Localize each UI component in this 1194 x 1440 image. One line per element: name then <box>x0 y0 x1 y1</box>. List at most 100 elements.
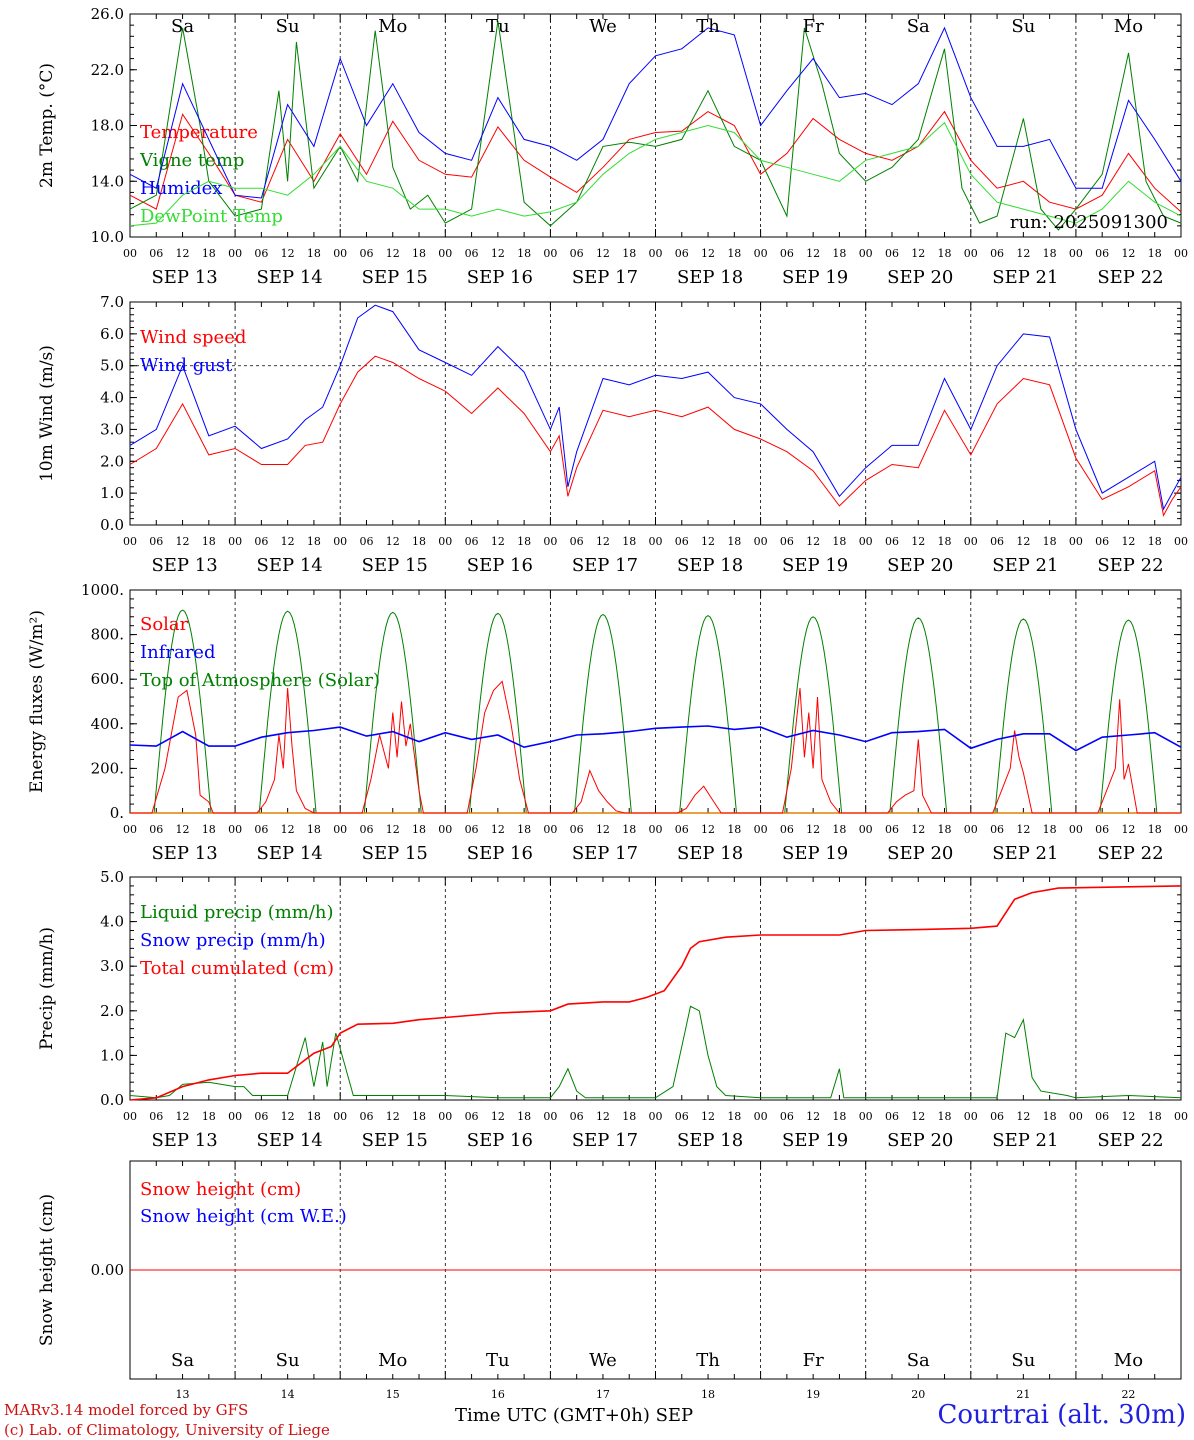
date-label: SEP 17 <box>572 267 638 288</box>
y-tick-label: 4.0 <box>100 913 124 931</box>
hour-tick-label: 00 <box>543 535 557 548</box>
hour-tick-label: 12 <box>176 247 190 260</box>
hour-tick-label: 06 <box>465 247 479 260</box>
hour-tick-label: 06 <box>359 1110 373 1123</box>
hour-tick-label: 00 <box>228 535 242 548</box>
date-label: SEP 20 <box>887 267 953 288</box>
hour-tick-label: 06 <box>149 247 163 260</box>
legend-entry: Vigne temp <box>139 150 244 171</box>
weekday-label: Th <box>696 16 720 37</box>
legend-entry: Infrared <box>140 642 215 663</box>
y-tick-label: 22.0 <box>91 61 124 79</box>
y-tick-label: 0.0 <box>100 516 124 534</box>
y-tick-label: 6.0 <box>100 325 124 343</box>
hour-tick-label: 06 <box>254 247 268 260</box>
hour-tick-label: 00 <box>438 1110 452 1123</box>
hour-tick-label: 12 <box>806 247 820 260</box>
date-label: SEP 22 <box>1097 555 1163 576</box>
y-tick-label: 800. <box>91 626 124 644</box>
hour-tick-label: 00 <box>438 823 452 836</box>
y-tick-label: 10.0 <box>91 228 124 246</box>
hour-tick-label: 18 <box>938 535 952 548</box>
hour-tick-label: 18 <box>202 535 216 548</box>
weekday-label: Th <box>696 1350 720 1371</box>
date-label: SEP 16 <box>467 1130 533 1151</box>
date-label: SEP 15 <box>362 843 428 864</box>
hour-tick-label: 12 <box>281 247 295 260</box>
hour-tick-label: 00 <box>228 823 242 836</box>
hour-tick-label: 00 <box>1069 535 1083 548</box>
hour-tick-label: 06 <box>149 535 163 548</box>
hour-tick-label: 12 <box>806 1110 820 1123</box>
weekday-label: Mo <box>1114 1350 1143 1371</box>
hour-tick-label: 06 <box>254 1110 268 1123</box>
hour-tick-label: 06 <box>465 823 479 836</box>
hour-tick-label: 00 <box>1174 823 1188 836</box>
hour-tick-label: 12 <box>911 1110 925 1123</box>
hour-tick-label: 18 <box>727 247 741 260</box>
hour-tick-label: 18 <box>412 823 426 836</box>
panel-4: 0.0 1.0 2.0 3.0 4.0 5.0 Precip (mm/h) Liquid pr… <box>37 868 1188 1151</box>
series-line-toa-day-7 <box>784 616 843 814</box>
hour-tick-label: 00 <box>333 1110 347 1123</box>
hour-tick-label: 00 <box>964 247 978 260</box>
hour-tick-label: 18 <box>622 1110 636 1123</box>
day-number-label: 16 <box>491 1388 505 1401</box>
hour-tick-label: 12 <box>1121 823 1135 836</box>
date-label: SEP 22 <box>1097 843 1163 864</box>
date-label: SEP 21 <box>992 843 1058 864</box>
date-label: SEP 17 <box>572 555 638 576</box>
series-line-blue <box>129 304 1182 511</box>
hour-tick-label: 00 <box>859 823 873 836</box>
hour-tick-label: 00 <box>333 535 347 548</box>
y-tick-label: 0. <box>110 804 124 822</box>
hour-tick-label: 06 <box>780 247 794 260</box>
date-label: SEP 21 <box>992 1130 1058 1151</box>
legend-entry: Top of Atmosphere (Solar) <box>140 670 380 691</box>
hour-tick-label: 18 <box>832 1110 846 1123</box>
y-tick-label: 400. <box>91 715 124 733</box>
y-axis-label: Precip (mm/h) <box>37 927 57 1050</box>
hour-tick-label: 00 <box>438 535 452 548</box>
legend-entry: Wind speed <box>140 327 246 348</box>
y-tick-label: 18.0 <box>91 117 124 135</box>
y-tick-label: 0.0 <box>100 1091 124 1109</box>
date-label: SEP 16 <box>467 843 533 864</box>
hour-tick-label: 00 <box>964 1110 978 1123</box>
y-axis-label: 2m Temp. (°C) <box>37 63 57 188</box>
hour-tick-label: 00 <box>543 247 557 260</box>
y-axis-label: Snow height (cm) <box>37 1194 57 1346</box>
hour-tick-label: 18 <box>832 247 846 260</box>
hour-tick-label: 18 <box>517 535 531 548</box>
hour-tick-label: 06 <box>149 1110 163 1123</box>
y-tick-label: 600. <box>91 670 124 688</box>
date-label: SEP 13 <box>151 267 217 288</box>
date-label: SEP 19 <box>782 555 848 576</box>
hour-tick-label: 12 <box>1016 1110 1030 1123</box>
weekday-label: Sa <box>171 16 194 37</box>
weekday-label: Mo <box>1114 16 1143 37</box>
hour-tick-label: 18 <box>1043 1110 1057 1123</box>
hour-tick-label: 18 <box>622 535 636 548</box>
y-tick-label: 4.0 <box>100 389 124 407</box>
hour-tick-label: 18 <box>1043 535 1057 548</box>
plot-frame <box>129 301 1182 526</box>
hour-tick-label: 12 <box>1121 535 1135 548</box>
weekday-label: Mo <box>378 1350 407 1371</box>
series-line-red <box>130 680 1181 814</box>
date-label: SEP 14 <box>257 555 323 576</box>
series-line-toa-day-8 <box>889 617 948 814</box>
hour-tick-label: 18 <box>1043 823 1057 836</box>
hour-tick-label: 12 <box>1121 1110 1135 1123</box>
hour-tick-label: 00 <box>123 823 137 836</box>
hour-tick-label: 06 <box>885 247 899 260</box>
legend-entry: Snow height (cm W.E.) <box>140 1206 347 1227</box>
weekday-label: Mo <box>378 16 407 37</box>
hour-tick-label: 12 <box>701 1110 715 1123</box>
date-label: SEP 15 <box>362 1130 428 1151</box>
hour-tick-label: 00 <box>1174 535 1188 548</box>
x-axis-title: Time UTC (GMT+0h) SEP <box>455 1405 694 1426</box>
panel-5: 0.00 Snow height (cm) Snow height (cm) Snow… <box>37 1160 1182 1401</box>
date-label: SEP 13 <box>151 555 217 576</box>
day-number-label: 13 <box>176 1388 190 1401</box>
